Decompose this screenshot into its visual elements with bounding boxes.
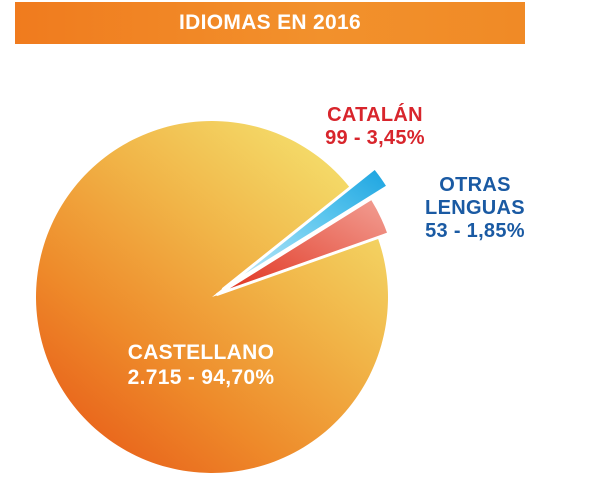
chart-title-bar: IDIOMAS EN 2016: [15, 2, 525, 44]
label-otras: OTRAS LENGUAS 53 - 1,85%: [400, 174, 550, 243]
label-otras-detail: 53 - 1,85%: [425, 220, 525, 242]
chart-title: IDIOMAS EN 2016: [179, 11, 361, 34]
label-catalan: CATALÁN 99 - 3,45%: [300, 104, 450, 150]
label-catalan-name: CATALÁN: [327, 104, 423, 126]
label-castellano-name: CASTELLANO: [127, 341, 275, 364]
label-catalan-detail: 99 - 3,45%: [325, 127, 425, 149]
label-otras-name-line1: OTRAS: [439, 174, 511, 196]
label-castellano-detail: 2.715 - 94,70%: [127, 366, 275, 389]
label-otras-name-line2: LENGUAS: [425, 197, 525, 219]
pie-slice-otras: [221, 166, 390, 291]
label-castellano: CASTELLANO 2.715 - 94,70%: [96, 340, 306, 390]
pie-slice-castellano: [35, 120, 388, 473]
